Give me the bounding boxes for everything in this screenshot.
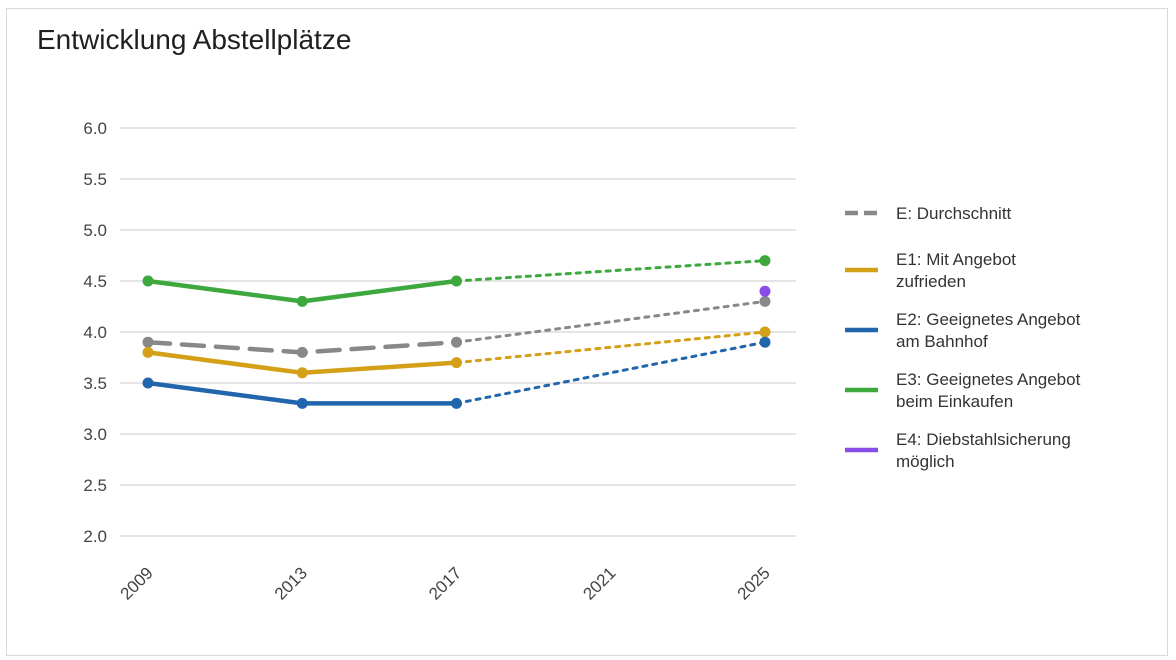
data-point [142, 336, 154, 348]
legend-label: E2: Geeignetes Angebot am Bahnhof [896, 310, 1081, 351]
x-tick-label: 2009 [117, 563, 157, 603]
legend-label-line: E1: Mit Angebot [896, 250, 1016, 269]
legend-label-line: möglich [896, 452, 955, 471]
legend-label-line: am Bahnhof [896, 332, 988, 351]
data-point [451, 275, 462, 287]
legend-label-line: E4: Diebstahlsicherung [896, 430, 1071, 449]
y-tick-label: 3.5 [83, 374, 107, 393]
legend-label: E: Durchschnitt [896, 204, 1012, 223]
data-point [296, 295, 308, 307]
legend-label-line: E2: Geeignetes Angebot [896, 310, 1081, 329]
legend-label-line: zufrieden [896, 272, 966, 291]
data-point [759, 336, 771, 348]
y-tick-label: 5.0 [83, 221, 107, 240]
data-point [142, 377, 154, 389]
legend-label-line: E: Durchschnitt [896, 204, 1012, 223]
y-tick-label: 2.0 [83, 527, 107, 546]
x-tick-label: 2017 [425, 563, 465, 603]
data-point [296, 367, 308, 379]
data-point [296, 397, 308, 409]
data-point [759, 295, 771, 307]
data-point [759, 255, 771, 267]
x-tick-label: 2021 [579, 563, 619, 603]
y-tick-label: 4.0 [83, 323, 107, 342]
data-point [296, 346, 308, 358]
legend-label-line: beim Einkaufen [896, 392, 1013, 411]
y-tick-label: 3.0 [83, 425, 107, 444]
series-projection-line [455, 299, 767, 344]
data-point [142, 346, 154, 358]
series-projection-line [455, 340, 767, 405]
series-projection-line [455, 330, 767, 365]
data-point [759, 326, 771, 338]
legend-label: E1: Mit Angebot zufrieden [896, 250, 1016, 291]
y-tick-label: 5.5 [83, 170, 107, 189]
data-point [451, 357, 462, 369]
y-tick-label: 4.5 [83, 272, 107, 291]
legend-label: E3: Geeignetes Angebot beim Einkaufen [896, 370, 1081, 411]
legend-label-line: E3: Geeignetes Angebot [896, 370, 1081, 389]
y-tick-label: 2.5 [83, 476, 107, 495]
x-tick-label: 2025 [734, 563, 774, 603]
x-tick-label: 2013 [271, 563, 311, 603]
series-projection-line [455, 259, 767, 283]
legend-label: E4: Diebstahlsicherung möglich [896, 430, 1071, 471]
data-point [142, 275, 154, 287]
data-point [451, 336, 462, 348]
y-tick-label: 6.0 [83, 119, 107, 138]
data-point [759, 285, 771, 297]
chart-title: Entwicklung Abstellplätze [37, 24, 352, 55]
data-point [451, 397, 462, 409]
